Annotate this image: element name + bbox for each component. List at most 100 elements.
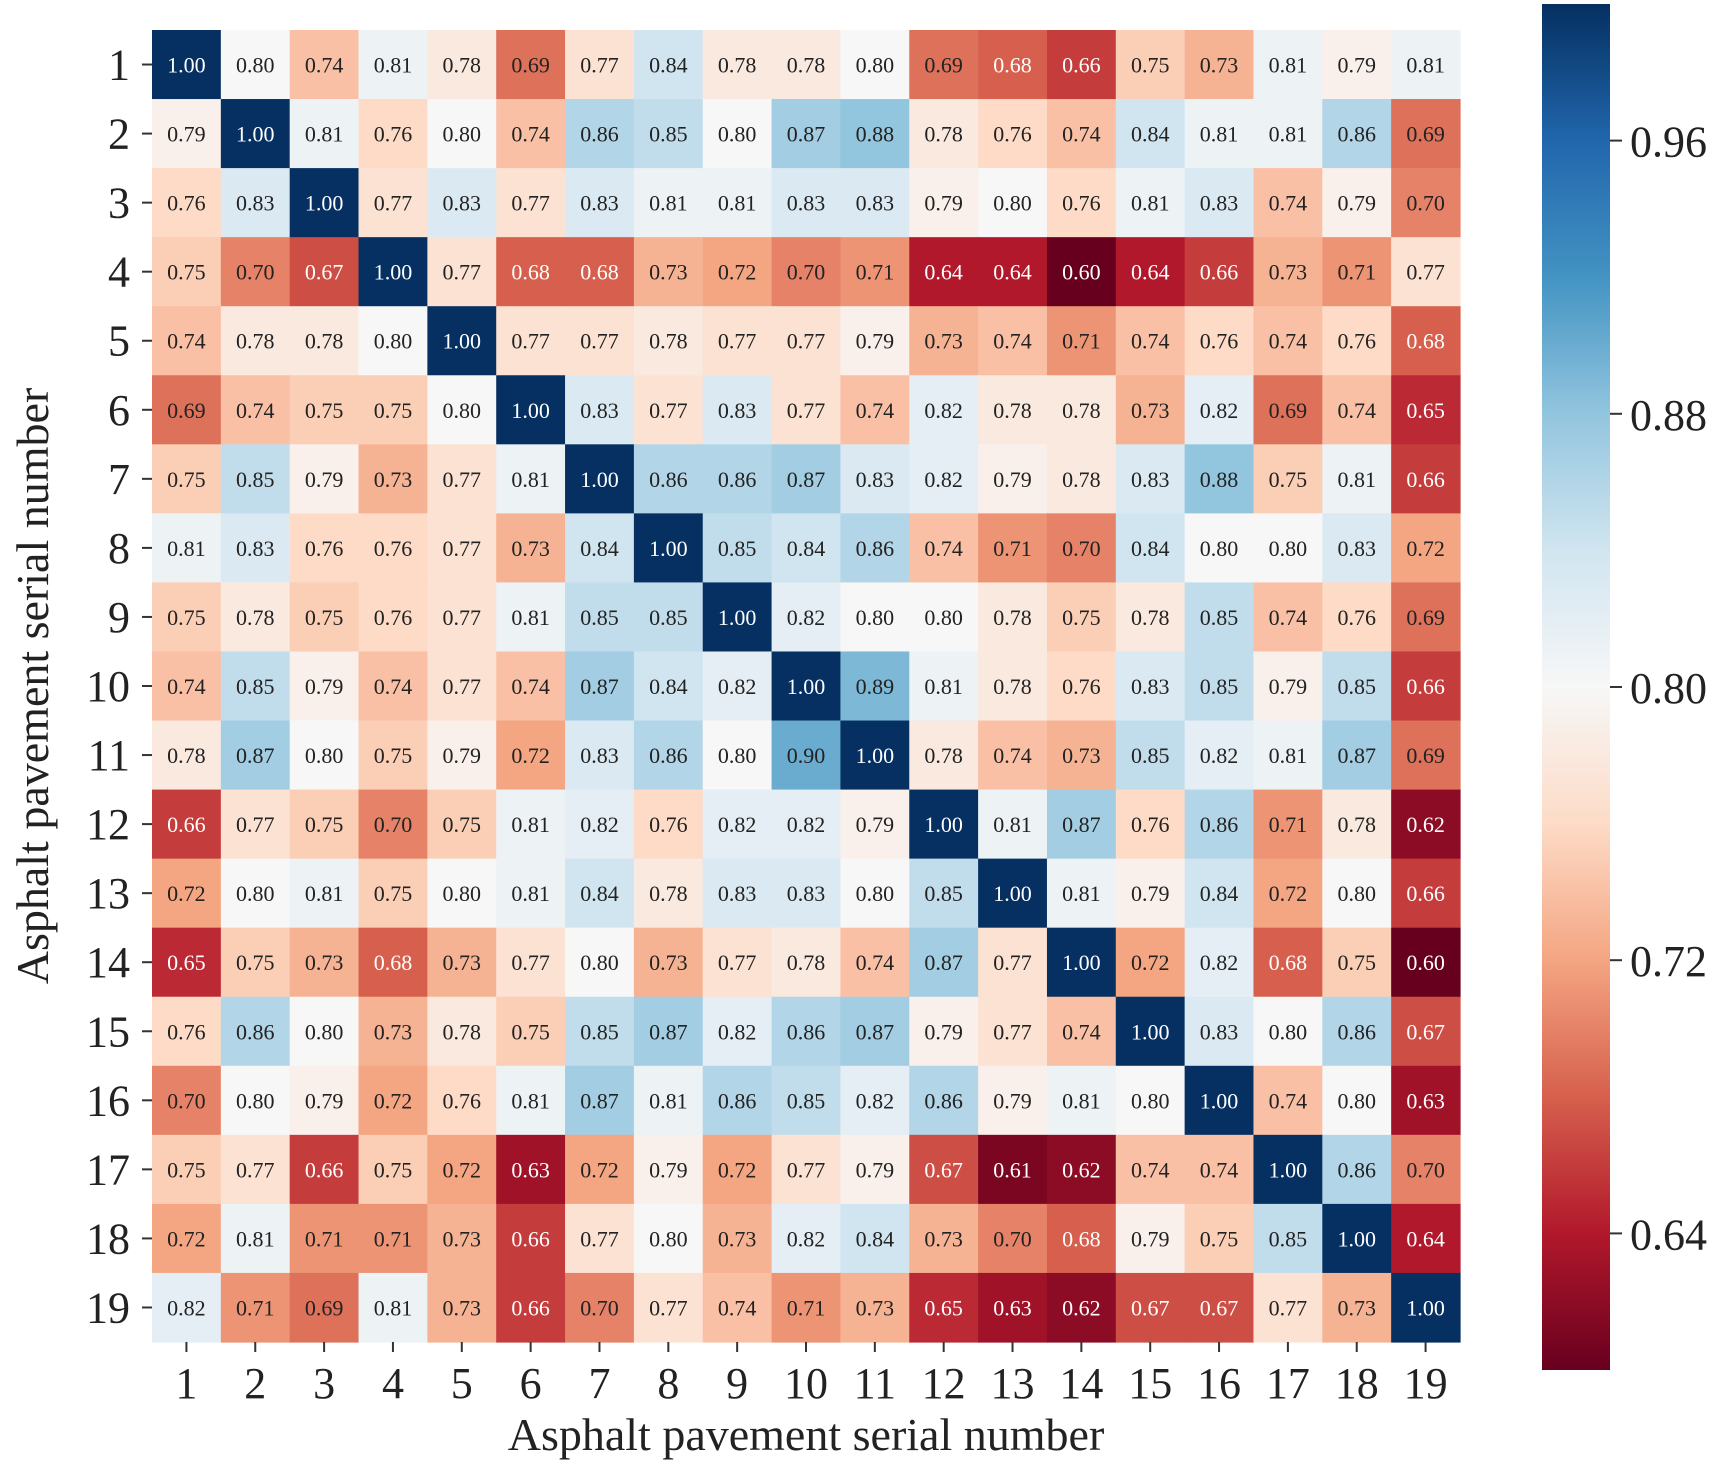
cell-value-label: 0.86: [649, 743, 688, 768]
heatmap-cell: [1391, 789, 1461, 860]
cell-value-label: 0.64: [1131, 260, 1170, 285]
cell-value-label: 0.74: [1131, 329, 1170, 354]
heatmap-cell: [289, 1203, 360, 1274]
cell-value-label: 0.75: [305, 812, 344, 837]
cell-value-label: 0.85: [649, 605, 688, 630]
cell-value-label: 0.72: [374, 1088, 413, 1113]
heatmap-cell: [565, 789, 635, 860]
cell-value-label: 0.81: [649, 1088, 688, 1113]
cell-value-label: 0.68: [511, 260, 550, 285]
cell-value-label: 0.73: [1269, 260, 1308, 285]
cell-value-label: 0.81: [374, 1295, 413, 1320]
heatmap-cell: [289, 444, 360, 514]
cell-value-label: 0.82: [856, 1088, 895, 1113]
x-tick-label: 4: [382, 1359, 404, 1408]
heatmap-cell: [427, 927, 497, 998]
heatmap-cell: [1253, 789, 1323, 860]
heatmap-cell: [1391, 306, 1461, 376]
heatmap-cell: [978, 996, 1048, 1067]
cell-value-label: 0.77: [993, 1019, 1032, 1044]
heatmap-cell: [565, 444, 635, 514]
heatmap-cell: [152, 1203, 222, 1274]
cell-value-label: 0.68: [1269, 950, 1308, 975]
cell-value-label: 0.85: [1269, 1226, 1308, 1251]
heatmap-cell: [702, 858, 773, 929]
colorbar-tick-label: 0.96: [1630, 118, 1707, 167]
cell-value-label: 0.73: [924, 329, 963, 354]
cell-value-label: 0.75: [167, 1157, 206, 1182]
heatmap-cell: [358, 582, 428, 653]
heatmap-cell: [220, 375, 291, 445]
cell-value-label: 0.80: [443, 398, 482, 423]
heatmap-cell: [1184, 375, 1255, 445]
heatmap-cell: [220, 858, 291, 929]
heatmap-cell: [152, 375, 222, 445]
heatmap-cell: [909, 444, 979, 514]
heatmap-cell: [1322, 1065, 1392, 1136]
cell-value-label: 0.82: [167, 1295, 206, 1320]
heatmap-cell: [840, 513, 910, 584]
heatmap-cell: [1184, 1203, 1255, 1274]
cell-value-label: 0.79: [1337, 53, 1376, 78]
y-tick-label: 10: [86, 662, 130, 711]
cell-value-label: 0.63: [993, 1295, 1032, 1320]
cell-value-label: 0.85: [1200, 674, 1239, 699]
x-tick-label: 14: [1059, 1359, 1103, 1408]
cell-value-label: 0.67: [924, 1157, 963, 1182]
cell-value-label: 0.77: [580, 329, 619, 354]
cell-value-label: 0.83: [1337, 536, 1376, 561]
cell-value-label: 0.80: [1337, 881, 1376, 906]
cell-value-label: 0.74: [236, 398, 275, 423]
cell-value-label: 0.78: [443, 1019, 482, 1044]
heatmap-cell: [565, 720, 635, 791]
cell-value-label: 0.78: [718, 53, 757, 78]
cell-value-label: 0.74: [1131, 1157, 1170, 1182]
cell-value-label: 0.86: [1337, 1019, 1376, 1044]
y-tick-label: 1: [108, 41, 130, 90]
heatmap-cell: [1391, 1203, 1461, 1274]
heatmap-cell: [289, 720, 360, 791]
cell-value-label: 0.71: [787, 1295, 826, 1320]
heatmap-cell: [1253, 99, 1323, 169]
heatmap-cell: [1115, 1065, 1186, 1136]
cell-value-label: 0.86: [649, 467, 688, 492]
heatmap-cell: [840, 1203, 910, 1274]
cell-value-label: 1.00: [167, 53, 206, 78]
heatmap-cell: [909, 720, 979, 791]
heatmap-cell: [565, 651, 635, 722]
cell-value-label: 0.71: [1269, 812, 1308, 837]
cell-value-label: 1.00: [1337, 1226, 1376, 1251]
x-axis-title: Asphalt pavement serial number: [508, 1409, 1105, 1460]
cell-value-label: 0.68: [1406, 329, 1445, 354]
cell-value-label: 0.87: [787, 467, 826, 492]
heatmap-cell: [1046, 720, 1117, 791]
cell-value-label: 0.88: [1200, 467, 1239, 492]
heatmap-cell: [840, 582, 910, 653]
cell-value-label: 0.87: [1062, 812, 1101, 837]
heatmap-cell: [289, 168, 360, 238]
x-tick-label: 16: [1197, 1359, 1241, 1408]
cell-value-label: 0.71: [993, 536, 1032, 561]
heatmap-cell: [633, 1203, 704, 1274]
heatmap-cell: [1253, 996, 1323, 1067]
cell-value-label: 0.84: [787, 536, 826, 561]
cell-value-label: 0.79: [305, 674, 344, 699]
heatmap-cell: [1046, 651, 1117, 722]
cell-value-label: 0.82: [924, 467, 963, 492]
cell-value-label: 0.74: [511, 674, 550, 699]
cell-value-label: 0.62: [1062, 1157, 1101, 1182]
cell-value-label: 0.78: [1131, 605, 1170, 630]
cell-value-label: 0.81: [167, 536, 206, 561]
heatmap-cell: [702, 927, 773, 998]
heatmap-cell: [220, 1065, 291, 1136]
heatmap-cell: [771, 513, 842, 584]
cell-value-label: 0.64: [924, 260, 963, 285]
heatmap-cell: [220, 996, 291, 1067]
heatmap-cell: [771, 996, 842, 1067]
heatmap-cell: [633, 651, 704, 722]
cell-value-label: 0.77: [787, 1157, 826, 1182]
heatmap-cell: [1253, 858, 1323, 929]
cell-value-label: 0.77: [374, 191, 413, 216]
heatmap-cell: [152, 168, 222, 238]
cell-value-label: 0.81: [236, 1226, 275, 1251]
